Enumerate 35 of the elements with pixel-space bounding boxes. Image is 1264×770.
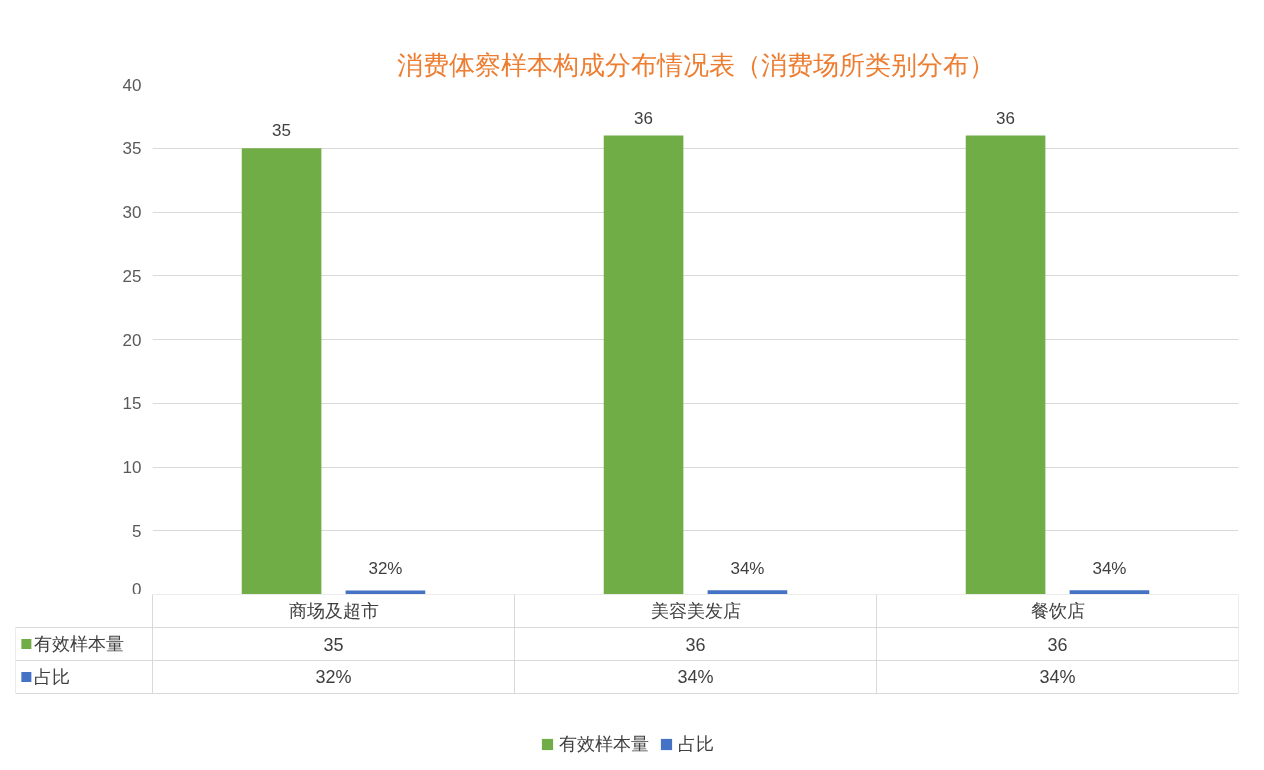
text: 36 — [634, 108, 654, 128]
y-tick-label: 40 — [122, 75, 142, 95]
y-tick-label: 25 — [122, 266, 142, 286]
x-tick-label: 餐饮店 — [1030, 601, 1085, 621]
bar — [345, 590, 426, 594]
legend-label: 占比 — [677, 733, 714, 756]
x-tick-label: 美容美发店 — [650, 601, 741, 621]
text: 35 — [272, 121, 292, 141]
y-tick-label: 20 — [122, 330, 142, 350]
text: 32% — [368, 559, 403, 579]
y-tick-label: 0 — [132, 579, 142, 599]
text: 34% — [1092, 559, 1127, 579]
y-tick-label: 35 — [122, 139, 142, 159]
bar — [603, 135, 684, 594]
y-tick-label: 30 — [122, 203, 142, 222]
chart-title: 消费体察样本构成分布情况表（消费场所类别分布） — [396, 49, 995, 80]
data-label: 36 — [685, 634, 706, 655]
bar — [965, 135, 1046, 594]
data-label: 35 — [323, 634, 344, 655]
y-tick-label: 15 — [122, 394, 142, 414]
y-tick-label: 10 — [122, 458, 142, 477]
bar — [241, 148, 322, 594]
text: 占比 — [33, 667, 70, 687]
y-tick-label: 5 — [132, 521, 142, 541]
text: 34% — [730, 559, 765, 579]
data-label: 32% — [315, 667, 352, 687]
bar — [1069, 590, 1150, 594]
text: 有效样本量 — [558, 734, 649, 754]
x-tick-label: 商场及超市 — [288, 601, 379, 621]
data-label: 34% — [1039, 667, 1076, 687]
bar — [707, 590, 788, 594]
legend-label: 有效样本量 — [33, 634, 124, 654]
data-label: 34% — [677, 667, 714, 687]
data-label: 36 — [1047, 634, 1068, 655]
text: 36 — [996, 108, 1016, 128]
